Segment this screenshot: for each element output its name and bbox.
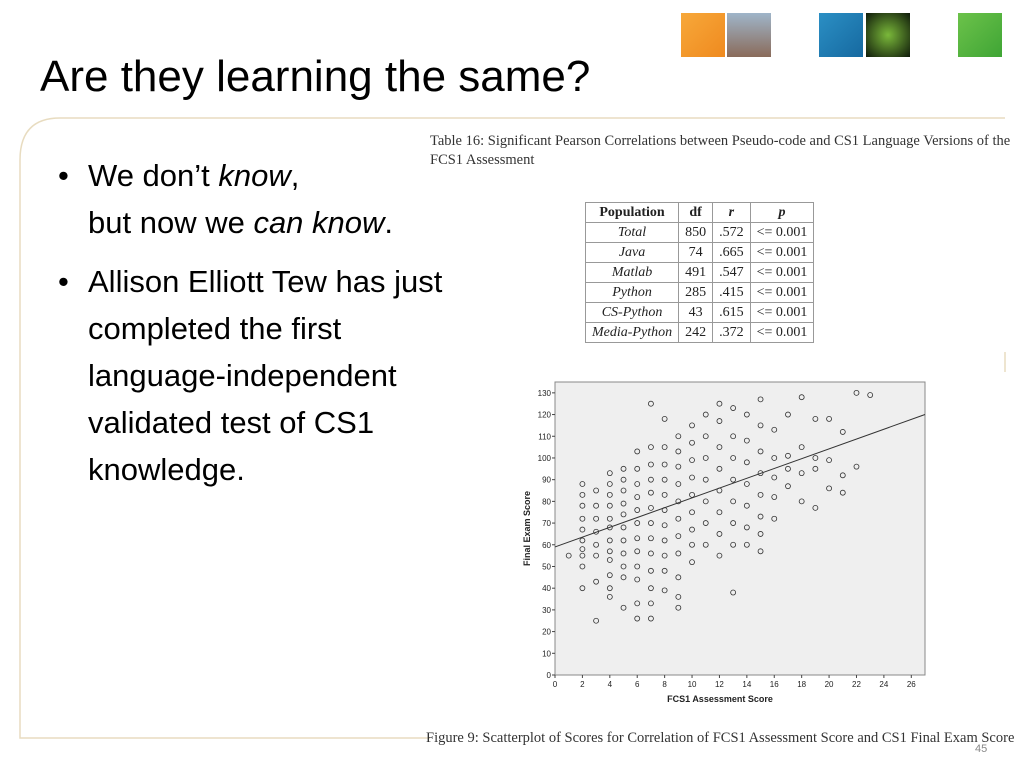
table-header: p [749,202,815,223]
logo-blue [819,13,863,57]
table-cell: 491 [678,262,714,283]
table-cell: <= 0.001 [749,262,815,283]
border-line [19,117,1005,739]
page-number: 45 [975,743,988,755]
table-cell: .372 [712,322,751,343]
table-row: Java 74.665 <= 0.001 [584,242,815,263]
table-cell: CS-Python [584,302,680,323]
table-cell: .547 [712,262,751,283]
bullet: • Allison Elliott Tew has just completed… [58,258,478,493]
table-cell: Media-Python [584,322,680,343]
table-cell: .415 [712,282,751,303]
text-italic: know [218,158,291,193]
table-row: Matlab 491.547 <= 0.001 [584,262,815,283]
figure-caption: Figure 9: Scatterplot of Scores for Corr… [426,730,1015,746]
table-row: CS-Python 43.615 <= 0.001 [584,302,815,323]
bullet-list: • We don’t know, but now we can know. • A… [58,152,478,505]
table-header: r [712,202,751,223]
table-cell: .665 [712,242,751,263]
text: but now we [88,205,254,240]
text: . [384,205,394,240]
table-cell: 43 [678,302,714,323]
table-row: Media-Python 242.372 <= 0.001 [584,322,815,343]
table-cell: .572 [712,222,751,243]
table-row: Python 285.415 <= 0.001 [584,282,815,303]
table-cell: Java [584,242,680,263]
table-header: df [678,202,714,223]
table-cell: Matlab [584,262,680,283]
table-cell: 74 [678,242,714,263]
table-row: Total 850.572 <= 0.001 [584,222,815,243]
table-cell: <= 0.001 [749,322,815,343]
logo-orange [681,13,725,57]
bullet: • We don’t know, but now we can know. [58,158,394,240]
table: Population df r p Total 850.572 <= 0.001 Java 74… [584,202,815,343]
table-cell: Total [584,222,680,243]
text: , [290,158,300,193]
table-header: Population [584,202,680,223]
logo-photo [727,13,771,57]
text: We don’t [88,158,219,193]
slide-title: Are they learning the same? [40,52,591,101]
text: Allison Elliott Tew has just completed t… [88,264,443,487]
table-cell: <= 0.001 [749,282,815,303]
table-cell: 285 [678,282,714,303]
table-cell: .615 [712,302,751,323]
text-italic: can know [253,205,385,240]
logo-green [958,13,1002,57]
table-cell: 242 [678,322,714,343]
table-cell: 850 [678,222,714,243]
table-cell: <= 0.001 [749,242,815,263]
logo-network [866,13,910,57]
table-caption: Table 16: Significant Pearson Correlatio… [430,133,1011,168]
table-cell: <= 0.001 [749,302,815,323]
table-cell: <= 0.001 [749,222,815,243]
table-cell: Python [584,282,680,303]
